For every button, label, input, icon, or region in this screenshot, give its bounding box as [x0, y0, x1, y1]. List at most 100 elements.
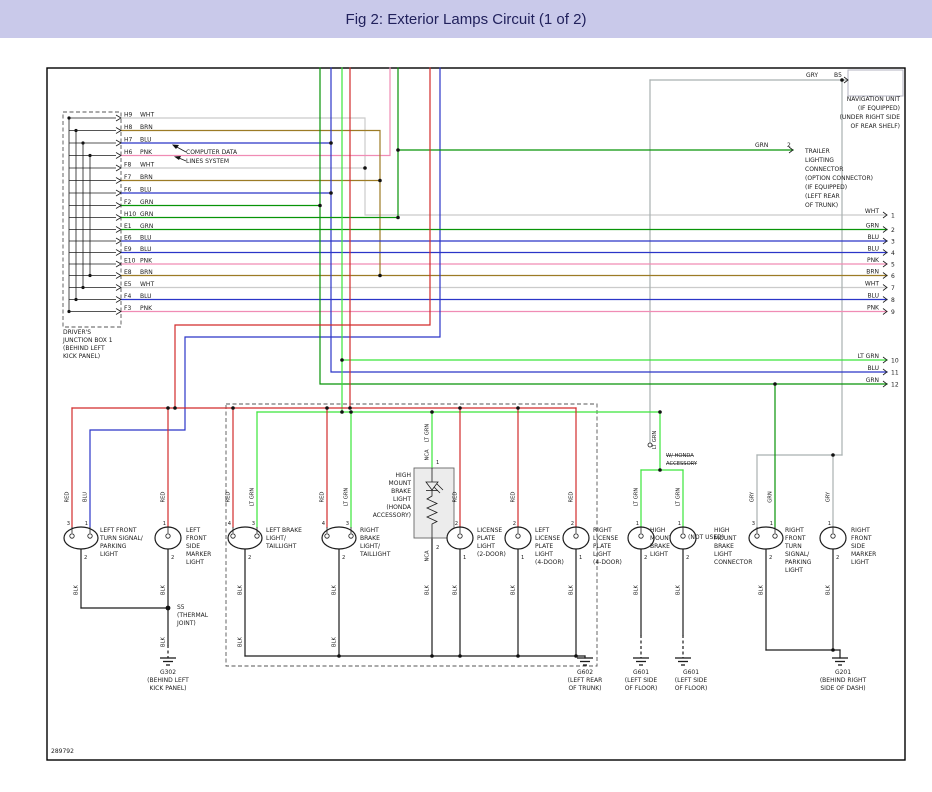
edge-wire-color-label: BRN [866, 269, 879, 276]
junction-pin-id: F7 [124, 174, 131, 181]
blk-wire-label: BLK [332, 636, 338, 646]
s5-label: JOINT) [176, 620, 196, 627]
junction-pin-bracket [115, 127, 122, 134]
figure-title: Fig 2: Exterior Lamps Circuit (1 of 2) [345, 10, 587, 28]
junction-pin-wire-color: BLU [140, 246, 152, 253]
ground-label-line: OF FLOOR) [625, 685, 658, 692]
lamp-pin-socket [87, 533, 93, 539]
lamp-label-line: MOUNT [714, 535, 737, 542]
junction-pin-wire-color: BLU [140, 293, 152, 300]
wires-green [120, 67, 888, 528]
ground-label-line: G201 [835, 669, 851, 676]
lamp-bottom-pin-number: 2 [342, 555, 345, 561]
lt-grn-wire-label: LT GRN [652, 431, 658, 450]
lamp-wire-color-label: RED [226, 492, 232, 503]
lamp-label-line: LEFT [535, 527, 549, 534]
arrow-icon [172, 144, 179, 149]
lamp-label-line: LEFT FRONT [100, 527, 137, 534]
figure-title-bar: Fig 2: Exterior Lamps Circuit (1 of 2) [0, 0, 932, 38]
junction-pin-id: F3 [124, 305, 131, 312]
lamp-bottom-pin-number: 2 [248, 555, 251, 561]
junction-pin-wire-color: GRN [140, 199, 153, 206]
lamp-label-line: RIGHT [360, 527, 379, 534]
lamp-pin-number: 4 [228, 521, 232, 527]
lamp-bottom-pin-number: 1 [521, 555, 524, 561]
lamp-bottom-pin-number: 1 [579, 555, 582, 561]
lamp-wire-color-label: RED [320, 492, 326, 503]
lamp-pin-number: 3 [252, 521, 255, 527]
edge-wire-number: 1 [891, 213, 895, 220]
junction-pin-bracket [115, 296, 122, 303]
lamp-label-line: BRAKE [714, 543, 734, 550]
lamp-wire-color-label: RED [569, 492, 575, 503]
lamp-label-line: (2-DOOR) [477, 551, 506, 558]
trailer-label: CONNECTOR [805, 166, 843, 173]
lamp-wire-color-label: GRY [826, 491, 832, 502]
lamp-label-line: LICENSE [477, 527, 502, 534]
lamp-pin-number: 2 [513, 521, 516, 527]
edge-wire-number: 4 [891, 250, 895, 257]
lamp-pin-socket [754, 533, 760, 539]
junction-pin-bracket [115, 139, 122, 147]
junction-pin-wire-color: PNK [140, 305, 153, 312]
edge-wire-color-label: PNK [867, 305, 880, 312]
navigation-label: (IF EQUIPPED) [858, 105, 900, 112]
lamp-pin-number: 1 [636, 521, 639, 527]
trailer-label: LIGHTING [805, 157, 834, 164]
hmsl-module-label: HIGH [396, 472, 411, 479]
lamp-label-line: LICENSE [593, 535, 618, 542]
harness-boundary-dashed-box [225, 403, 598, 667]
junction-pin-wire-color: GRN [140, 223, 153, 230]
junction-pin-id: F4 [124, 293, 131, 300]
lamp-pin-socket [457, 533, 463, 539]
lamp-label-line: FRONT [851, 535, 872, 542]
navigation-pin-bracket [843, 76, 849, 84]
lamp-label-line: PLATE [593, 543, 611, 550]
junction-pin-id: H7 [124, 137, 133, 144]
ground-label-line: (BEHIND LEFT [147, 677, 189, 684]
ground-label-line: KICK PANEL) [149, 685, 186, 692]
hmsl-module-label: MOUNT [389, 480, 412, 487]
lamp-pin-number: 1 [770, 521, 773, 527]
lamp-label-line: HIGH [650, 527, 665, 534]
junction-pin-id: F8 [124, 162, 131, 169]
junction-pin-bracket [115, 177, 122, 184]
edge-wire-number: 10 [891, 358, 899, 365]
lamp-bottom-pin-number: 2 [769, 555, 772, 561]
junction-pin-wire-color: PNK [140, 149, 153, 156]
junction-pin-wire-color: BRN [140, 124, 153, 131]
junction-pin-bracket [115, 189, 122, 197]
lamp-wire-color-label: BLU [83, 492, 89, 502]
junction-pin-bracket [115, 272, 122, 279]
junction-box-label: (BEHIND LEFT [63, 345, 105, 352]
junction-pin-bracket [115, 152, 122, 159]
lamp-pin-socket [324, 533, 330, 539]
junction-pin-id: E6 [124, 235, 132, 242]
hmsl-bottom-wire-color: BLK [425, 584, 431, 594]
edge-wire-number: 8 [891, 297, 895, 304]
lamp-label-line: MOUNT [650, 535, 673, 542]
lamp-label-line: LIGHT/ [266, 535, 287, 542]
ground-label-line: (LEFT SIDE [675, 677, 708, 684]
junction-pin-bracket [115, 226, 122, 233]
lamp-pin-socket [348, 533, 354, 539]
lamp-label-line: FRONT [785, 535, 806, 542]
lamp-label-line: LEFT BRAKE [266, 527, 302, 534]
edge-pin-bracket [882, 272, 888, 279]
junction-pin-bracket [115, 249, 122, 256]
s5-thermal-joint-dot [165, 605, 171, 611]
trailer-label: TRAILER [804, 148, 830, 155]
junction-pin-bracket [115, 260, 122, 268]
junction-pin-id: E10 [124, 258, 136, 265]
hmsl-top-wire-color: LT GRN [425, 424, 431, 443]
edge-wire-number: 7 [891, 285, 895, 292]
lamp-wire-color-label: LT GRN [676, 488, 682, 507]
edge-wire-number: 9 [891, 309, 895, 316]
edge-wire-color-label: WHT [865, 208, 879, 215]
edge-pin-bracket [882, 356, 888, 364]
